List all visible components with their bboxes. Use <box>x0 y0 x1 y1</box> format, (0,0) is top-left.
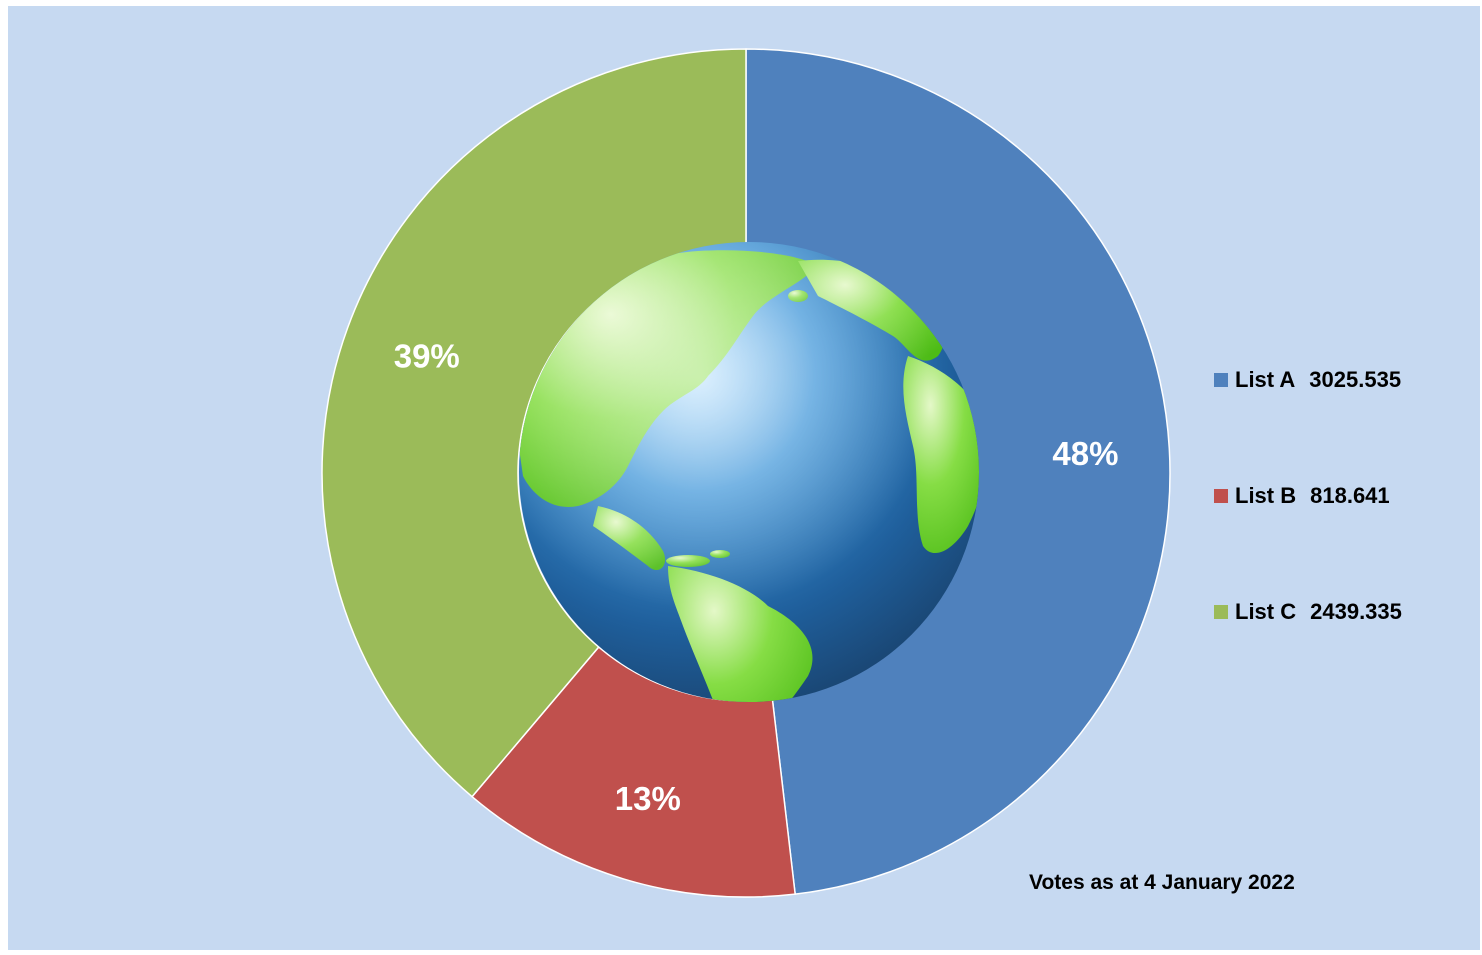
legend-swatch-list-a <box>1214 373 1228 387</box>
doughnut-chart: 48% 13% 39% <box>321 48 1171 898</box>
legend-label-list-a: List A <box>1235 367 1296 392</box>
legend-label-list-b: List B <box>1235 483 1297 508</box>
legend-value-list-c: 2439.335 <box>1310 599 1402 624</box>
legend-item-list-c: List C 2439.335 <box>1214 599 1402 629</box>
globe-image <box>519 242 979 702</box>
chart-area: 48% 13% 39% List A 3025.535 List B 818.641 L… <box>8 6 1480 950</box>
legend-item-list-a: List A 3025.535 <box>1214 367 1401 397</box>
data-label-list-a: 48% <box>1052 435 1118 472</box>
legend-value-list-b: 818.641 <box>1310 483 1390 508</box>
legend-label-list-c: List C <box>1235 599 1297 624</box>
legend-swatch-list-b <box>1214 489 1228 503</box>
data-label-list-b: 13% <box>615 780 681 817</box>
data-label-list-c: 39% <box>394 338 460 375</box>
legend-swatch-list-c <box>1214 605 1228 619</box>
slice-list-c <box>321 48 747 798</box>
legend-item-list-b: List B 818.641 <box>1214 483 1390 513</box>
chart-annotation: Votes as at 4 January 2022 <box>1029 871 1295 894</box>
legend-value-list-a: 3025.535 <box>1309 367 1402 392</box>
